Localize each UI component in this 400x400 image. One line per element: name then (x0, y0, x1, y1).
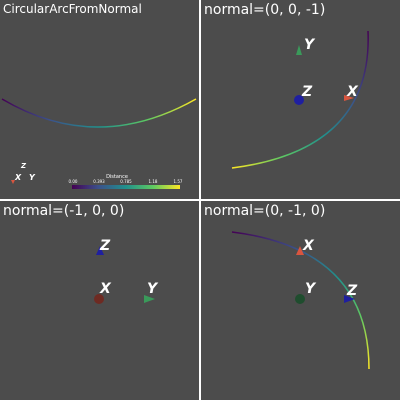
scalar-bar-tick: 1.18 (149, 179, 158, 184)
x-axis-label: X (302, 238, 315, 254)
viewport-normal-x[interactable]: normal=(-1, 0, 0) Z X Y (0, 201, 199, 400)
viewport-title: CircularArcFromNormal (3, 2, 142, 16)
z-axis-label: Z (99, 238, 111, 254)
circular-arc (1, 98, 197, 128)
y-axis-marker-icon (144, 295, 155, 303)
z-axis-marker-icon (96, 246, 104, 255)
viewport-normal-z[interactable]: normal=(0, 0, -1) Y Z X (201, 0, 400, 199)
viewport-title: normal=(0, 0, -1) (204, 2, 326, 18)
y-axis-marker-icon (295, 294, 305, 304)
scalar-bar-title: Distance (106, 174, 128, 180)
x-axis-label: X (346, 84, 359, 100)
scalar-bar: Distance 0.00 0.393 0.785 1.18 1.57 (69, 174, 183, 189)
render-canvas: X Y Z Distance 0.00 0.393 0.785 1.18 1.5… (1, 98, 197, 189)
x-axis-marker-icon (344, 95, 354, 101)
viewport-title: normal=(0, -1, 0) (204, 203, 326, 219)
x-axis-label: X (14, 173, 22, 182)
viewport-title: normal=(-1, 0, 0) (3, 203, 125, 219)
scalar-bar-gradient (72, 185, 180, 189)
x-axis-marker-icon (296, 246, 304, 255)
orientation-axes: X Y Z (11, 162, 36, 184)
circular-arc (231, 231, 370, 370)
x-axis-marker-icon (94, 294, 104, 304)
z-axis-label: Z (346, 283, 358, 299)
z-axis-label: Z (20, 162, 27, 170)
y-axis-label: Y (305, 281, 317, 297)
y-axis-marker-icon (296, 45, 302, 55)
scalar-bar-tick: 1.57 (174, 179, 183, 184)
viewport-circular-arc[interactable]: CircularArcFromNormal X Y Z (0, 0, 199, 199)
render-canvas: Z X Y (94, 238, 159, 304)
y-axis-label: Y (29, 173, 36, 182)
y-axis-label: Y (304, 37, 316, 53)
axis-markers: Y Z X (294, 37, 359, 105)
scalar-bar-tick: 0.393 (93, 179, 105, 184)
z-axis-marker-icon (344, 295, 355, 303)
render-canvas: X Y Z (231, 231, 370, 370)
viewport-normal-y[interactable]: normal=(0, -1, 0) X Y Z (201, 201, 400, 400)
x-axis-marker-icon (11, 180, 15, 184)
axis-markers: X Y Z (295, 238, 358, 304)
axis-markers: Z X Y (94, 238, 159, 304)
z-axis-label: Z (301, 84, 313, 100)
scalar-bar-tick: 0.785 (120, 179, 132, 184)
x-axis-label: X (99, 281, 112, 297)
y-axis-label: Y (147, 281, 159, 297)
scalar-bar-tick: 0.00 (69, 179, 78, 184)
circular-arc (231, 30, 369, 169)
render-canvas: Y Z X (231, 30, 369, 169)
z-axis-marker-icon (294, 95, 304, 105)
